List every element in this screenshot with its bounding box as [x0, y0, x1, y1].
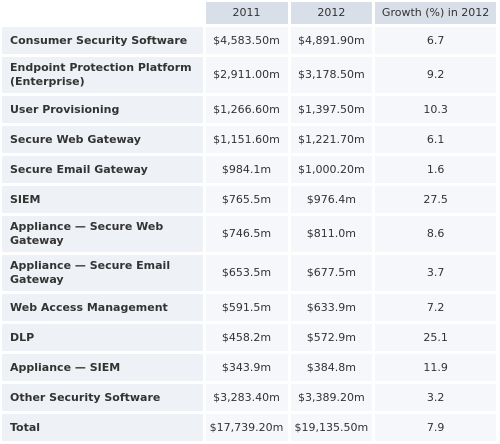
table-row: Secure Web Gateway $1,151.60m $1,221.70m…	[2, 126, 496, 153]
cell-growth: 3.7	[375, 255, 496, 291]
table-row: Appliance — SIEM $343.9m $384.8m 11.9	[2, 354, 496, 381]
cell-growth: 3.2	[375, 384, 496, 411]
cell-2012: $633.9m	[290, 294, 373, 321]
row-label: Total	[2, 414, 203, 441]
cell-2011: $1,266.60m	[205, 96, 288, 123]
cell-growth: 9.2	[375, 57, 496, 93]
cell-2012: $3,178.50m	[290, 57, 373, 93]
row-label: Consumer Security Software	[2, 27, 203, 54]
cell-2012: $1,221.70m	[290, 126, 373, 153]
cell-2011: $1,151.60m	[205, 126, 288, 153]
cell-2012: $4,891.90m	[290, 27, 373, 54]
cell-2011: $3,283.40m	[205, 384, 288, 411]
table-row: Total $17,739.20m $19,135.50m 7.9	[2, 414, 496, 441]
row-label: Appliance — SIEM	[2, 354, 203, 381]
cell-2012: $677.5m	[290, 255, 373, 291]
cell-growth: 7.9	[375, 414, 496, 441]
table-row: Endpoint Protection Platform (Enterprise…	[2, 57, 496, 93]
cell-growth: 11.9	[375, 354, 496, 381]
cell-growth: 10.3	[375, 96, 496, 123]
table-row: DLP $458.2m $572.9m 25.1	[2, 324, 496, 351]
cell-2012: $1,000.20m	[290, 156, 373, 183]
row-label: DLP	[2, 324, 203, 351]
cell-growth: 25.1	[375, 324, 496, 351]
cell-growth: 1.6	[375, 156, 496, 183]
cell-2011: $343.9m	[205, 354, 288, 381]
table-row: SIEM $765.5m $976.4m 27.5	[2, 186, 496, 213]
table-row: Appliance — Secure Web Gateway $746.5m $…	[2, 216, 496, 252]
cell-2012: $811.0m	[290, 216, 373, 252]
security-market-table-container: 2011 2012 Growth (%) in 2012 Consumer Se…	[2, 2, 496, 441]
cell-2011: $765.5m	[205, 186, 288, 213]
row-label: Other Security Software	[2, 384, 203, 411]
cell-2011: $746.5m	[205, 216, 288, 252]
row-label: Secure Web Gateway	[2, 126, 203, 153]
row-label: User Provisioning	[2, 96, 203, 123]
table-row: User Provisioning $1,266.60m $1,397.50m …	[2, 96, 496, 123]
cell-growth: 8.6	[375, 216, 496, 252]
cell-2012: $1,397.50m	[290, 96, 373, 123]
row-label: Appliance — Secure Email Gateway	[2, 255, 203, 291]
header-2011: 2011	[205, 2, 288, 24]
table-row: Secure Email Gateway $984.1m $1,000.20m …	[2, 156, 496, 183]
row-label: Web Access Management	[2, 294, 203, 321]
cell-growth: 6.1	[375, 126, 496, 153]
header-row: 2011 2012 Growth (%) in 2012	[2, 2, 496, 24]
row-label: Endpoint Protection Platform (Enterprise…	[2, 57, 203, 93]
cell-2011: $653.5m	[205, 255, 288, 291]
cell-2011: $591.5m	[205, 294, 288, 321]
cell-2011: $17,739.20m	[205, 414, 288, 441]
cell-2012: $572.9m	[290, 324, 373, 351]
cell-2011: $984.1m	[205, 156, 288, 183]
header-growth: Growth (%) in 2012	[375, 2, 496, 24]
cell-2012: $19,135.50m	[290, 414, 373, 441]
header-2012: 2012	[290, 2, 373, 24]
row-label: Secure Email Gateway	[2, 156, 203, 183]
cell-growth: 7.2	[375, 294, 496, 321]
cell-2011: $2,911.00m	[205, 57, 288, 93]
cell-2011: $458.2m	[205, 324, 288, 351]
cell-2012: $976.4m	[290, 186, 373, 213]
cell-growth: 27.5	[375, 186, 496, 213]
table-row: Web Access Management $591.5m $633.9m 7.…	[2, 294, 496, 321]
table-row: Appliance — Secure Email Gateway $653.5m…	[2, 255, 496, 291]
table-row: Consumer Security Software $4,583.50m $4…	[2, 27, 496, 54]
table-row: Other Security Software $3,283.40m $3,38…	[2, 384, 496, 411]
row-label: Appliance — Secure Web Gateway	[2, 216, 203, 252]
cell-growth: 6.7	[375, 27, 496, 54]
cell-2012: $384.8m	[290, 354, 373, 381]
cell-2012: $3,389.20m	[290, 384, 373, 411]
header-corner	[2, 2, 203, 24]
cell-2011: $4,583.50m	[205, 27, 288, 54]
row-label: SIEM	[2, 186, 203, 213]
